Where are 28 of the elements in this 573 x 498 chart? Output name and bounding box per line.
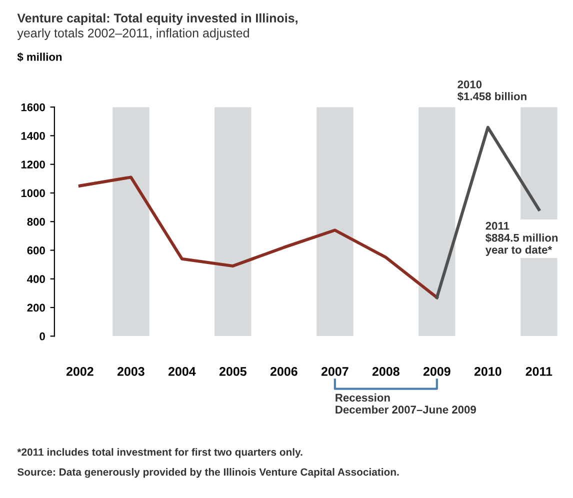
chart-title: Venture capital: Total equity invested in Illinois, [17, 13, 298, 26]
y-tick-label: 0 [40, 332, 45, 340]
y-tick-label: 1600 [21, 103, 45, 112]
annotation: 2011 $884.5 million year to date* [485, 222, 558, 256]
y-axis-title: $ million [17, 52, 62, 62]
text: *2011 includes total investment for first two quarters only. [17, 448, 302, 458]
line-series [78, 176, 438, 300]
y-tick-label: 400 [27, 275, 45, 284]
x-tick-label: 2009 [423, 367, 450, 376]
x-tick-label: 2007 [321, 367, 348, 376]
x-tick-label: 2005 [219, 367, 246, 376]
text: Recession December 2007–June 2009 [336, 393, 476, 414]
x-tick-label: 2008 [372, 367, 400, 376]
y-tick-label: 1200 [21, 160, 45, 168]
text: 2010 $1.458 billion [457, 80, 526, 102]
y-tick-label: 1400 [21, 132, 45, 140]
y-tick-label: 200 [27, 304, 45, 312]
x-tick-label: 2002 [66, 367, 94, 376]
chart-subtitle: yearly totals 2002–2011, inflation adjusted [17, 28, 249, 40]
x-tick-label: 2004 [168, 367, 196, 376]
y-tick-label: 800 [27, 218, 45, 226]
x-tick-label: 2010 [474, 367, 502, 376]
x-tick-label: 2006 [270, 367, 298, 376]
x-tick-label: 2011 [526, 367, 552, 376]
x-tick-label: 2003 [117, 367, 144, 376]
y-tick-label: 600 [27, 246, 45, 254]
y-tick-label: 1000 [21, 189, 45, 198]
source-note: Source: Data generously provided by the Illinois Venture Capital Association. [17, 468, 399, 478]
